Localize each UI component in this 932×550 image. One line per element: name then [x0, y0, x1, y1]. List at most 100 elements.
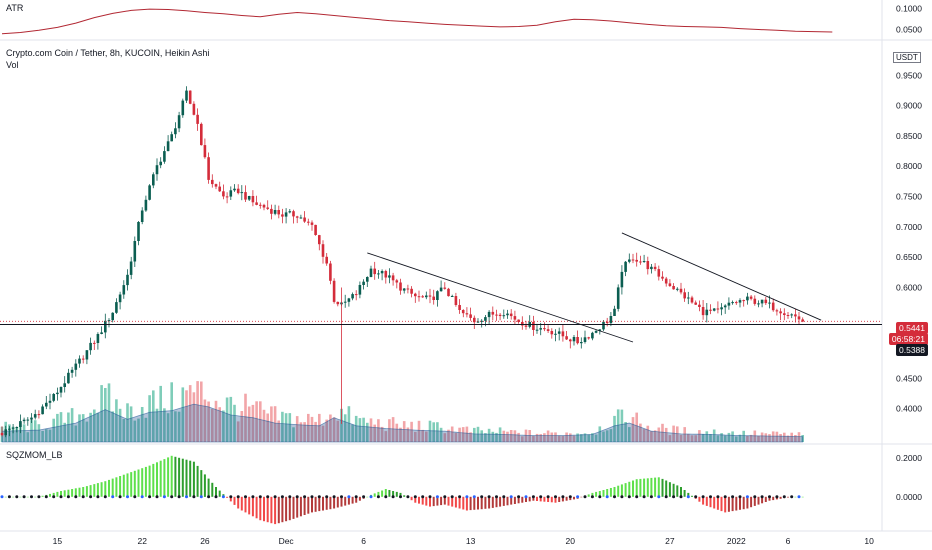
candle-body: [314, 224, 317, 235]
volume-bar: [605, 430, 609, 442]
volume-bar: [473, 427, 476, 442]
momentum-bar: [233, 496, 236, 505]
momentum-bar: [229, 496, 232, 502]
volume-bar: [491, 431, 495, 442]
volume-bar: [332, 417, 336, 442]
momentum-bar: [111, 478, 114, 497]
squeeze-dot: [561, 495, 565, 499]
squeeze-dot: [258, 495, 262, 499]
squeeze-dot: [716, 495, 720, 499]
volume-bar: [310, 416, 314, 442]
momentum-bar: [133, 470, 136, 497]
momentum-bar: [794, 496, 797, 498]
momentum-bar: [251, 496, 254, 517]
squeeze-dot: [694, 495, 698, 499]
momentum-bar: [713, 496, 716, 509]
squeeze-dot: [613, 495, 616, 499]
volume-bar: [140, 407, 144, 442]
momentum-bar: [418, 496, 420, 504]
candle-body: [417, 296, 421, 298]
momentum-bar: [657, 477, 660, 497]
volume-bar: [653, 430, 657, 442]
momentum-bar: [569, 496, 572, 501]
volume-bar: [59, 412, 63, 442]
volume-bar: [786, 435, 790, 442]
momentum-bar: [189, 460, 192, 497]
momentum-bar: [108, 479, 110, 497]
candle-body: [498, 314, 502, 316]
momentum-bar: [414, 496, 417, 503]
volume-bar: [218, 407, 221, 442]
squeeze-dot: [155, 495, 159, 499]
volume-bar: [425, 431, 428, 442]
candle-body: [303, 217, 306, 222]
momentum-bar: [432, 496, 435, 507]
momentum-bar: [680, 487, 682, 497]
momentum-bar: [126, 473, 129, 497]
candle-body: [661, 276, 664, 279]
volume-bar: [709, 434, 712, 442]
volume-bar: [502, 430, 506, 442]
volume-bar: [569, 433, 572, 442]
candle-body: [129, 261, 133, 275]
candle-body: [738, 300, 742, 303]
volume-bar: [694, 435, 697, 442]
volume-bar: [557, 435, 561, 442]
candle-body: [351, 294, 354, 299]
candle-body: [487, 311, 491, 318]
candle-body: [731, 302, 734, 304]
squeeze-dot: [428, 495, 432, 499]
momentum-bar: [539, 496, 542, 502]
candle-body: [642, 261, 646, 262]
momentum-bar: [757, 496, 760, 505]
candle-body: [572, 337, 576, 342]
momentum-bar: [724, 496, 727, 513]
candle-body: [502, 315, 506, 317]
candle-body: [709, 309, 712, 311]
squeeze-dot: [502, 495, 506, 499]
momentum-bar: [465, 496, 468, 511]
candle-body: [288, 211, 292, 213]
volume-bar: [513, 430, 517, 442]
price-tick-label: 0.6000: [896, 282, 922, 292]
volume-bar: [775, 431, 779, 442]
price-tick-label: 0.7500: [896, 192, 922, 202]
momentum-bar: [26, 496, 29, 498]
squeeze-dot: [635, 495, 639, 499]
momentum-bar: [801, 496, 804, 498]
candle-body: [521, 322, 524, 326]
momentum-bar: [63, 490, 66, 497]
momentum-bar: [292, 496, 295, 519]
squeeze-dot: [177, 495, 181, 499]
candle-body: [609, 316, 613, 324]
squeeze-dot: [325, 495, 329, 499]
candle-body: [546, 329, 550, 331]
volume-bar: [277, 420, 280, 442]
volume-bar: [377, 419, 380, 442]
volume-bar: [129, 406, 133, 442]
squeeze-dot: [347, 495, 351, 499]
candle-body: [657, 269, 661, 277]
volume-bar: [81, 414, 85, 442]
momentum-bar: [635, 479, 638, 497]
squeeze-dot: [369, 495, 373, 499]
volume-bar: [126, 403, 129, 442]
squeeze-dot: [472, 495, 476, 499]
squeeze-dot: [465, 495, 469, 499]
candle-body: [229, 190, 233, 197]
candle-body: [104, 320, 107, 333]
volume-bar: [417, 420, 421, 442]
momentum-bar: [443, 496, 446, 505]
candle-body: [524, 325, 528, 327]
atr-label: ATR: [6, 3, 24, 13]
momentum-bar: [727, 496, 730, 512]
candle-body: [598, 329, 602, 331]
price-tick-label: 0.8500: [896, 131, 922, 141]
volume-bar: [137, 418, 140, 442]
volume-bar: [760, 432, 764, 442]
momentum-bar: [454, 496, 457, 508]
squeeze-dot: [251, 495, 255, 499]
candle-body: [450, 296, 454, 297]
squeeze-dot: [509, 495, 513, 499]
volume-bar: [771, 431, 775, 442]
